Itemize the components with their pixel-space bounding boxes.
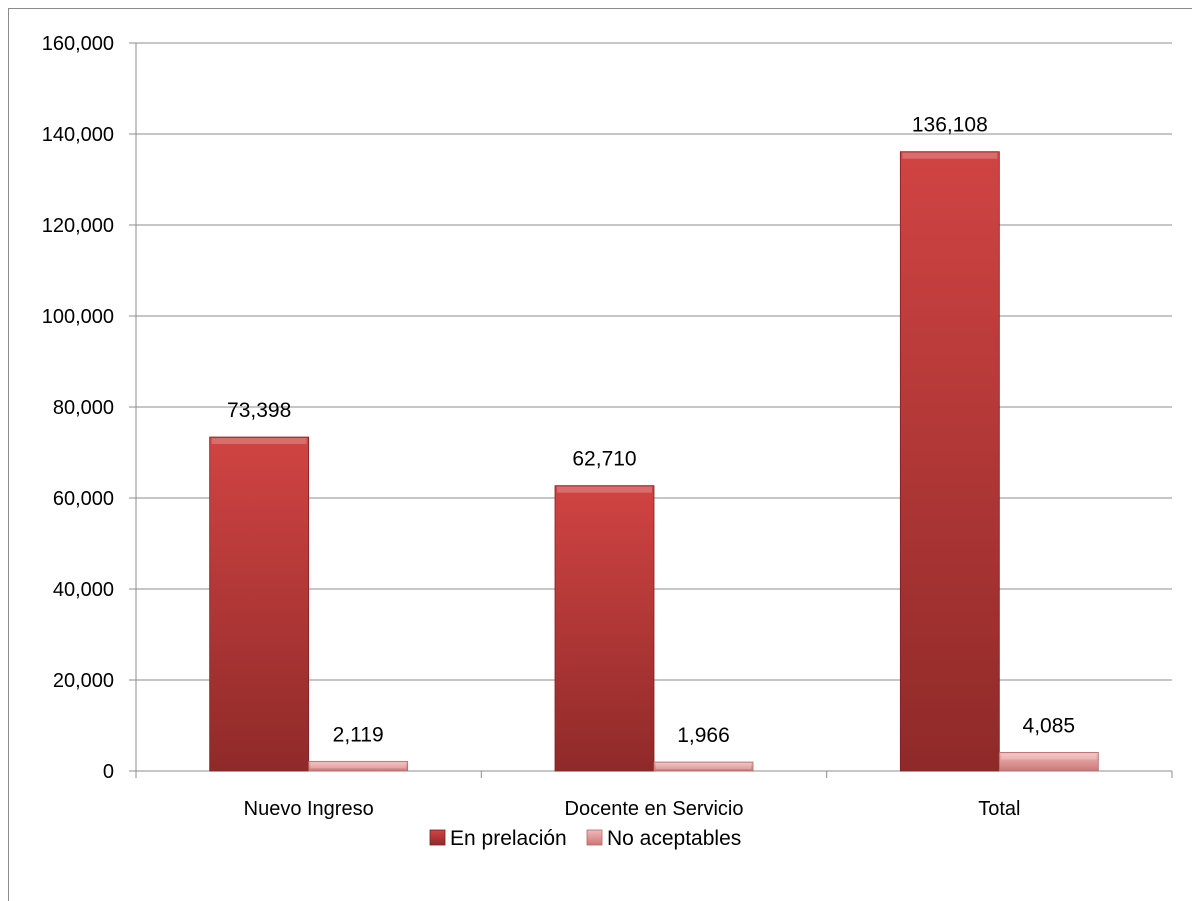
bar-no-aceptables — [653, 761, 754, 772]
x-tick-label: Docente en Servicio — [565, 798, 744, 820]
data-label: 136,108 — [912, 114, 988, 137]
chart-frame — [8, 8, 1192, 901]
bar-no-aceptables — [998, 752, 1099, 772]
y-tick-label: 120,000 — [42, 215, 114, 237]
bar-highlight — [557, 486, 652, 493]
y-tick-label: 0 — [103, 761, 114, 783]
x-axis-tick-labels: Nuevo Ingreso Docente en Servicio Total — [244, 798, 1021, 820]
y-tick-label: 160,000 — [42, 33, 114, 55]
x-tick-label: Nuevo Ingreso — [244, 798, 374, 820]
bar-highlight — [310, 762, 406, 769]
data-labels: 73,398 2,119 62,710 1,966 136,108 4,085 — [227, 114, 1075, 747]
legend-swatch — [586, 829, 603, 846]
data-label: 2,119 — [333, 723, 384, 746]
bar-en-prelacion — [209, 436, 310, 772]
y-tick-label: 80,000 — [53, 397, 114, 419]
legend-label: En prelación — [450, 827, 567, 850]
bar-highlight — [656, 763, 751, 770]
y-axis-tick-labels: 0 20,000 40,000 60,000 80,000 100,000 120,000 1… — [42, 33, 114, 783]
legend-label: No aceptables — [607, 827, 741, 850]
bar-en-prelacion — [899, 151, 1000, 772]
bars — [209, 151, 1099, 772]
data-label: 1,966 — [677, 724, 730, 747]
bar-en-prelacion — [554, 485, 655, 772]
bar-highlight — [211, 438, 307, 445]
data-label: 4,085 — [1023, 714, 1076, 737]
legend-swatch — [429, 829, 446, 846]
data-label: 62,710 — [572, 448, 636, 471]
x-tick-label: Total — [978, 798, 1020, 820]
bar-highlight — [1001, 753, 1097, 760]
y-tick-label: 140,000 — [42, 124, 114, 146]
y-tick-label: 60,000 — [53, 488, 114, 510]
y-tick-label: 40,000 — [53, 579, 114, 601]
y-tick-label: 100,000 — [42, 306, 114, 328]
legend: En prelación No aceptables — [429, 827, 741, 850]
data-label: 73,398 — [227, 399, 291, 422]
bar-no-aceptables — [308, 760, 409, 772]
y-tick-label: 20,000 — [53, 670, 114, 692]
bar-highlight — [902, 152, 998, 159]
